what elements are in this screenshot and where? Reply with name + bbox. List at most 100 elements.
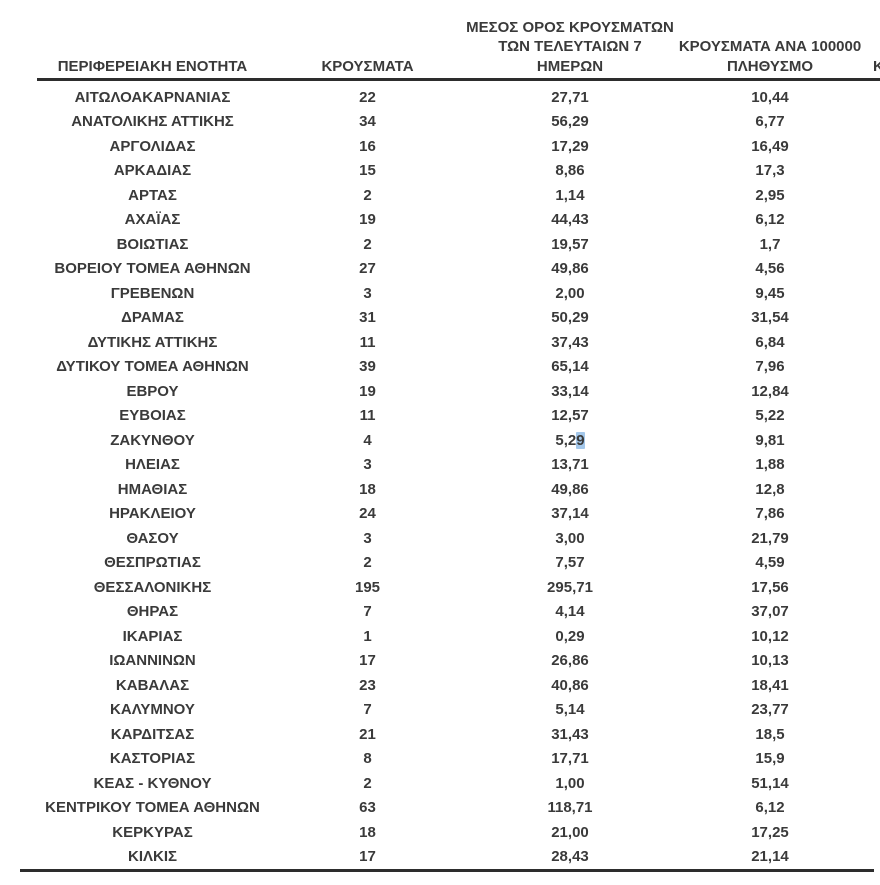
cell-cases: 2 <box>363 554 372 572</box>
cell-cases: 18 <box>359 480 376 498</box>
table-row: ΚΙΛΚΙΣ 17 28,43 21,14 <box>20 845 880 870</box>
cell-cases: 63 <box>359 799 376 817</box>
column-header-line: ΚΡΟΥΣΜΑΤΑ ΑΝΑ 100000 <box>678 38 862 55</box>
cell-cases: 17 <box>359 652 376 670</box>
table-row: ΗΛΕΙΑΣ 3 13,71 1,88 <box>20 453 880 478</box>
cell-avg7: 1,00 <box>555 774 585 792</box>
cell-per100k: 2,95 <box>755 186 785 204</box>
cell-avg7: 1,14 <box>555 186 585 204</box>
table-row: ΚΑΡΔΙΤΣΑΣ 21 31,43 18,5 <box>20 722 880 747</box>
cell-region: ΗΜΑΘΙΑΣ <box>117 480 188 498</box>
cell-cases: 39 <box>359 358 376 376</box>
cell-region: ΙΩΑΝΝΙΝΩΝ <box>109 652 196 670</box>
cell-region: ΑΡΚΑΔΙΑΣ <box>113 162 192 180</box>
cell-avg7: 5,14 <box>555 701 585 719</box>
column-header-cases: ΚΡΟΥΣΜΑΤΑ <box>285 12 450 76</box>
cell-region: ΓΡΕΒΕΝΩΝ <box>110 284 195 302</box>
cell-text: 5,2 <box>555 431 577 449</box>
cell-cases: 21 <box>359 725 376 743</box>
cell-avg7: 118,71 <box>547 799 593 817</box>
cell-per100k: 10,13 <box>751 652 789 670</box>
cell-per100k: 10,44 <box>751 88 789 106</box>
table-row: ΔΥΤΙΚΗΣ ΑΤΤΙΚΗΣ 11 37,43 6,84 <box>20 330 880 355</box>
cell-region: ΚΑΣΤΟΡΙΑΣ <box>109 750 196 768</box>
cell-avg7: 13,71 <box>551 456 589 474</box>
cell-cases: 3 <box>363 284 372 302</box>
cell-region: ΚΑΒΑΛΑΣ <box>115 676 190 694</box>
cell-avg7: 5,29 <box>450 431 690 449</box>
cell-region: ΚΕΑΣ - ΚΥΘΝΟΥ <box>93 774 212 792</box>
cell-region: ΒΟΙΩΤΙΑΣ <box>116 235 189 253</box>
cell-avg7: 4,14 <box>555 603 585 621</box>
cell-per100k: 6,12 <box>755 211 785 229</box>
cell-cases: 3 <box>363 529 372 547</box>
column-header-per100k: ΚΡΟΥΣΜΑΤΑ ΑΝΑ 100000 ΠΛΗΘΥΣΜΟ <box>679 12 861 76</box>
cell-per100k: 4,59 <box>755 554 785 572</box>
cell-cases: 8 <box>363 750 372 768</box>
cell-region: ΑΡΤΑΣ <box>128 186 177 204</box>
cell-per100k: 21,79 <box>751 529 789 547</box>
cell-per100k: 23,77 <box>751 701 789 719</box>
table-row: ΑΧΑΪΑΣ 19 44,43 6,12 <box>20 208 880 233</box>
cell-per100k: 10,12 <box>751 627 789 645</box>
cell-per100k: 21,14 <box>751 848 789 866</box>
cell-per100k: 6,12 <box>755 799 785 817</box>
table-row: ΚΑΛΥΜΝΟΥ 7 5,14 23,77 <box>20 698 880 723</box>
cell-region: ΘΑΣΟΥ <box>126 529 179 547</box>
cell-cases: 24 <box>359 505 376 523</box>
cell-per100k: 6,77 <box>755 113 785 131</box>
table-row: ΔΡΑΜΑΣ 31 50,29 31,54 <box>20 306 880 331</box>
table-row: ΑΝΑΤΟΛΙΚΗΣ ΑΤΤΙΚΗΣ 34 56,29 6,77 <box>20 110 880 135</box>
table-row: ΚΕΑΣ - ΚΥΘΝΟΥ 2 1,00 51,14 <box>20 771 880 796</box>
table-row: ΙΩΑΝΝΙΝΩΝ 17 26,86 10,13 <box>20 649 880 674</box>
table-row: ΚΑΒΑΛΑΣ 23 40,86 18,41 <box>20 673 880 698</box>
table-row: ΚΕΡΚΥΡΑΣ 18 21,00 17,25 <box>20 820 880 845</box>
cell-cases: 27 <box>359 260 376 278</box>
cell-per100k: 6,84 <box>755 333 785 351</box>
cell-region: ΚΑΛΥΜΝΟΥ <box>110 701 195 719</box>
cell-per100k: 5,22 <box>755 407 785 425</box>
cell-cases: 1 <box>363 627 372 645</box>
table-row: ΘΑΣΟΥ 3 3,00 21,79 <box>20 526 880 551</box>
cell-per100k: 17,56 <box>751 578 789 596</box>
cell-avg7: 0,29 <box>555 627 585 645</box>
cell-region: ΚΙΛΚΙΣ <box>127 848 177 866</box>
cell-region: ΔΡΑΜΑΣ <box>121 309 184 327</box>
cell-cases: 31 <box>359 309 376 327</box>
cell-region: ΔΥΤΙΚΗΣ ΑΤΤΙΚΗΣ <box>87 333 218 351</box>
cell-cases: 19 <box>359 211 376 229</box>
column-header-line: Κ <box>873 57 880 75</box>
cell-per100k: 17,3 <box>755 162 785 180</box>
cell-region: ΑΡΓΟΛΙΔΑΣ <box>109 137 196 155</box>
cell-region: ΕΒΡΟΥ <box>126 382 179 400</box>
cell-cases: 2 <box>363 774 372 792</box>
column-header-line: ΤΩΝ ΤΕΛΕΥΤΑΙΩΝ 7 <box>498 38 642 55</box>
table-row: ΒΟΡΕΙΟΥ ΤΟΜΕΑ ΑΘΗΝΩΝ 27 49,86 4,56 <box>20 257 880 282</box>
cell-avg7: 21,00 <box>551 823 589 841</box>
cell-per100k: 17,25 <box>751 823 789 841</box>
cell-avg7: 19,57 <box>551 235 589 253</box>
cell-cases: 19 <box>359 382 376 400</box>
column-header-line: ΚΡΟΥΣΜΑΤΑ <box>321 57 414 75</box>
cell-region: ΙΚΑΡΙΑΣ <box>122 627 183 645</box>
cell-avg7: 27,71 <box>551 88 589 106</box>
cell-avg7: 8,86 <box>555 162 585 180</box>
cell-cases: 22 <box>359 88 376 106</box>
cell-avg7: 49,86 <box>551 260 589 278</box>
table-row: ΚΕΝΤΡΙΚΟΥ ΤΟΜΕΑ ΑΘΗΝΩΝ 63 118,71 6,12 <box>20 796 880 821</box>
cell-region: ΘΗΡΑΣ <box>126 603 179 621</box>
cell-per100k: 9,81 <box>755 431 785 449</box>
header-rule <box>37 78 880 81</box>
cell-avg7: 37,14 <box>551 505 589 523</box>
cell-avg7: 26,86 <box>551 652 589 670</box>
cell-cases: 3 <box>363 456 372 474</box>
column-header-clipped: Κ <box>850 12 880 76</box>
cell-region: ΒΟΡΕΙΟΥ ΤΟΜΕΑ ΑΘΗΝΩΝ <box>54 260 251 278</box>
cell-avg7: 37,43 <box>551 333 589 351</box>
cell-cases: 2 <box>363 235 372 253</box>
cell-avg7: 40,86 <box>551 676 589 694</box>
table-row: ΕΥΒΟΙΑΣ 11 12,57 5,22 <box>20 404 880 429</box>
cell-region: ΗΡΑΚΛΕΙΟΥ <box>109 505 196 523</box>
cell-per100k: 15,9 <box>755 750 785 768</box>
